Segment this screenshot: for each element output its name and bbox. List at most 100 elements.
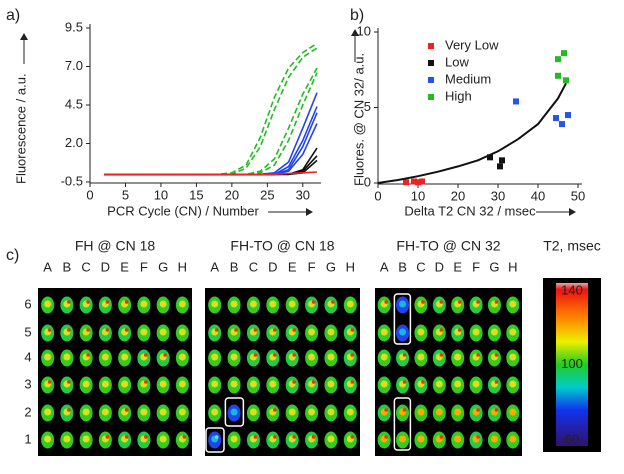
column-label: A [43, 259, 52, 274]
spot-core [509, 380, 517, 388]
spot-core [327, 435, 335, 443]
spot-core [178, 380, 186, 388]
spot-hot [253, 328, 258, 332]
scatter-point [415, 179, 421, 186]
highlight-box [393, 293, 412, 345]
spot-core [230, 300, 238, 308]
spot-core [159, 380, 167, 388]
column-label: H [178, 259, 187, 274]
spot-hot [144, 353, 148, 357]
scatter-point [487, 154, 493, 161]
spot-core [509, 408, 517, 416]
colorbar-tick-label: 100 [561, 356, 583, 371]
plate-image [205, 288, 360, 456]
spot-hot [67, 380, 71, 384]
data-line [104, 42, 318, 176]
spot-hot [494, 380, 499, 384]
spot-hot [384, 408, 388, 412]
spot-core [230, 353, 238, 361]
spot-core [249, 300, 257, 308]
column-label: F [140, 259, 148, 274]
y-tick-label: 4.5 [65, 96, 83, 111]
spot-hot [457, 300, 462, 304]
spot-core [44, 435, 52, 443]
spot-core [121, 353, 129, 361]
spot-core [211, 408, 219, 416]
spot-core [140, 300, 148, 308]
spot-core [308, 328, 316, 336]
spot-hot [253, 353, 258, 357]
plate-image [375, 288, 522, 456]
spot-core [490, 435, 498, 443]
spot-hot [350, 380, 355, 384]
spot-core [82, 435, 90, 443]
spot-core [178, 300, 186, 308]
spot-core [509, 328, 517, 336]
spot-core [327, 328, 335, 336]
y-tick-label: 10 [357, 23, 371, 38]
column-label: E [120, 259, 129, 274]
spot-hot [47, 328, 52, 332]
scatter-point [513, 98, 519, 105]
spot-hot [350, 328, 355, 332]
y-tick-label: 5 [364, 99, 371, 114]
spot-hot [214, 435, 219, 439]
row-label: 6 [24, 296, 31, 311]
scatter-point [563, 77, 569, 84]
spot-hot [292, 380, 296, 384]
scatter-point [559, 121, 565, 128]
spot-hot [273, 353, 277, 357]
spot-core [63, 435, 71, 443]
spot-core [63, 353, 71, 361]
x-tick-label: 0 [374, 188, 381, 203]
scatter-point [565, 112, 571, 119]
spot-hot [292, 328, 296, 332]
column-label: B [63, 259, 72, 274]
row-label: 4 [24, 349, 31, 364]
row-label: 5 [24, 324, 31, 339]
colorbar [556, 283, 588, 446]
column-label: F [472, 259, 480, 274]
column-label: A [380, 259, 389, 274]
spot-hot [144, 380, 148, 384]
spot-hot [214, 328, 219, 332]
x-tick-label: 50 [571, 188, 585, 203]
panel-title: FH @ CN 18 [75, 238, 156, 254]
spot-core [490, 328, 498, 336]
x-tick-label: 30 [491, 188, 505, 203]
spot-core [308, 353, 316, 361]
spot-hot [47, 380, 52, 384]
spot-hot [144, 435, 148, 439]
spot-hot [234, 328, 238, 332]
x-tick-label: 15 [189, 187, 203, 202]
legend-swatch [428, 43, 434, 49]
column-label: G [489, 259, 499, 274]
row-label: 1 [24, 431, 31, 446]
spot-core [454, 408, 462, 416]
spot-core [101, 380, 109, 388]
spot-hot [402, 380, 407, 384]
spot-hot [273, 328, 277, 332]
legend-label: High [445, 88, 472, 103]
spot-hot [86, 353, 90, 357]
spot-core [509, 353, 517, 361]
spot-core [288, 300, 296, 308]
scatter-point [497, 163, 503, 170]
spot-hot [67, 328, 71, 332]
spot-hot [182, 435, 187, 439]
spot-core [211, 300, 219, 308]
column-label: C [249, 259, 258, 274]
spot-core [211, 353, 219, 361]
spot-core [101, 353, 109, 361]
spot-hot [124, 328, 129, 332]
spot-core [417, 408, 425, 416]
spot-hot [273, 435, 277, 439]
spot-hot [439, 300, 444, 304]
spot-core [44, 353, 52, 361]
y-axis-label: Fluores. @ CN 32/ a.u. [351, 53, 366, 186]
spot-hot [457, 328, 462, 332]
spot-hot [439, 328, 444, 332]
scatter-point [561, 50, 567, 57]
spot-core [140, 328, 148, 336]
